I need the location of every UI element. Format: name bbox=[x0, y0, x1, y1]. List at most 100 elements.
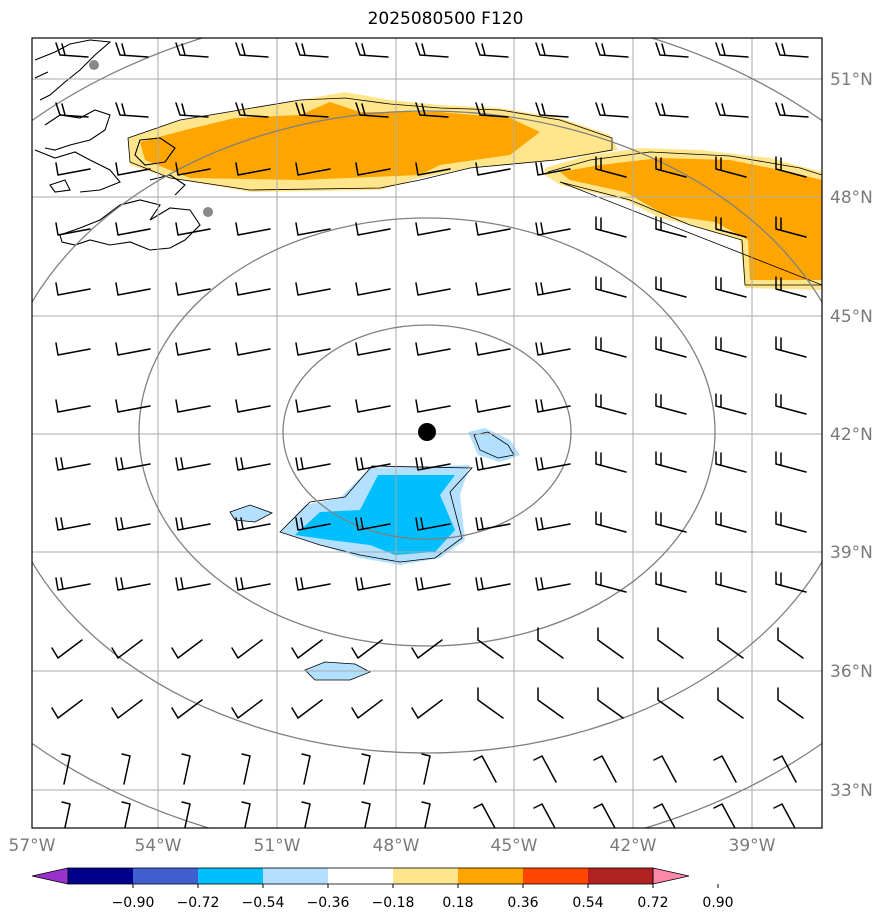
wind-barb bbox=[777, 627, 804, 659]
wind-barb bbox=[235, 342, 271, 356]
wind-barb bbox=[595, 336, 627, 358]
wind-barb bbox=[295, 42, 329, 58]
wind-barb bbox=[657, 687, 684, 719]
wind-barb bbox=[537, 687, 564, 719]
wind-barb bbox=[655, 336, 687, 358]
longitude-label: 54°W bbox=[135, 836, 182, 856]
wind-barb bbox=[295, 222, 331, 236]
wind-barb bbox=[235, 577, 271, 591]
wind-barb bbox=[355, 282, 391, 296]
island-marker bbox=[89, 60, 99, 70]
wind-barb bbox=[595, 451, 627, 473]
wind-barb bbox=[291, 639, 323, 659]
wind-barb bbox=[595, 511, 627, 533]
colorbar-tick-label: 0.54 bbox=[572, 895, 603, 911]
wind-barb bbox=[715, 511, 747, 533]
wind-barb bbox=[535, 222, 571, 236]
wind-barb bbox=[535, 577, 571, 591]
longitude-label: 57°W bbox=[9, 836, 56, 856]
wind-barb bbox=[595, 571, 627, 593]
wind-barb bbox=[415, 517, 451, 531]
wind-barb bbox=[241, 801, 251, 828]
wind-barb bbox=[535, 282, 571, 296]
wind-barb bbox=[175, 162, 211, 176]
wind-barb bbox=[475, 342, 511, 356]
wind-barb bbox=[175, 282, 211, 296]
wind-barb bbox=[115, 517, 151, 531]
wind-barb bbox=[231, 699, 263, 719]
wind-barb bbox=[415, 282, 451, 296]
wind-barb bbox=[351, 639, 383, 659]
wind-barb bbox=[115, 282, 151, 296]
longitude-axis-labels: 57°W 54°W 51°W 48°W 45°W 42°W 39°W bbox=[9, 836, 776, 856]
center-marker bbox=[418, 423, 436, 441]
range-ring bbox=[138, 217, 716, 647]
wind-barb bbox=[235, 222, 271, 236]
wind-barb bbox=[713, 755, 737, 783]
colorbar-frame bbox=[67, 867, 654, 885]
wind-barb bbox=[597, 627, 624, 659]
wind-barb bbox=[415, 342, 451, 356]
wind-barb bbox=[535, 42, 569, 58]
wind-barb bbox=[291, 699, 323, 719]
wind-barb bbox=[775, 42, 809, 58]
range-ring bbox=[282, 324, 572, 540]
wind-barb bbox=[115, 222, 151, 236]
wind-barb bbox=[181, 753, 191, 785]
wind-barb bbox=[473, 803, 496, 828]
wind-barb bbox=[775, 216, 807, 238]
wind-barb bbox=[715, 42, 749, 58]
wind-barb bbox=[175, 457, 211, 471]
wind-barb bbox=[475, 162, 511, 176]
wind-barb bbox=[777, 687, 804, 719]
wind-barb bbox=[115, 42, 149, 58]
wind-barb bbox=[477, 627, 504, 659]
wind-barb bbox=[537, 627, 564, 659]
colorbar-segment bbox=[393, 868, 458, 884]
range-rings bbox=[32, 38, 822, 828]
wind-barb bbox=[301, 753, 311, 785]
wind-barb bbox=[231, 639, 263, 659]
island-marker bbox=[203, 207, 213, 217]
wind-barb bbox=[535, 342, 571, 356]
wind-barb bbox=[235, 457, 271, 471]
wind-barb bbox=[475, 42, 509, 58]
wind-barb bbox=[181, 801, 191, 828]
range-ring bbox=[32, 110, 822, 754]
wind-barb bbox=[475, 517, 511, 531]
wind-barb bbox=[415, 222, 451, 236]
wind-barb bbox=[715, 571, 747, 593]
latitude-label: 51°N bbox=[830, 70, 873, 90]
wind-barb bbox=[295, 517, 331, 531]
gridlines bbox=[32, 38, 822, 828]
wind-barb bbox=[655, 42, 689, 58]
colorbar-segment bbox=[263, 868, 328, 884]
colorbar-tick-label: −0.72 bbox=[177, 895, 220, 911]
wind-barb bbox=[655, 393, 687, 415]
wind-barb bbox=[301, 801, 311, 828]
wind-barb bbox=[175, 102, 209, 118]
wind-barb bbox=[355, 102, 389, 118]
wind-barb bbox=[115, 162, 151, 176]
wind-barb bbox=[535, 457, 571, 471]
wind-barb bbox=[595, 393, 627, 415]
wind-barb bbox=[475, 577, 511, 591]
wind-barb bbox=[593, 803, 616, 828]
wind-barb bbox=[775, 571, 807, 593]
wind-barb bbox=[535, 162, 571, 176]
wind-barb bbox=[775, 276, 807, 298]
wind-barb bbox=[55, 399, 91, 413]
latitude-label: 36°N bbox=[830, 662, 873, 682]
latitude-label: 42°N bbox=[830, 425, 873, 445]
colorbar-segment bbox=[198, 868, 263, 884]
wind-barb bbox=[715, 102, 749, 118]
wind-barb bbox=[235, 282, 271, 296]
colorbar-extend-high bbox=[652, 867, 690, 885]
wind-barb bbox=[415, 162, 451, 176]
wind-barb bbox=[175, 222, 211, 236]
wind-barb bbox=[355, 222, 391, 236]
wind-barb bbox=[355, 342, 391, 356]
wind-barb bbox=[361, 801, 371, 828]
wind-barb bbox=[295, 457, 331, 471]
wind-barb bbox=[477, 687, 504, 719]
